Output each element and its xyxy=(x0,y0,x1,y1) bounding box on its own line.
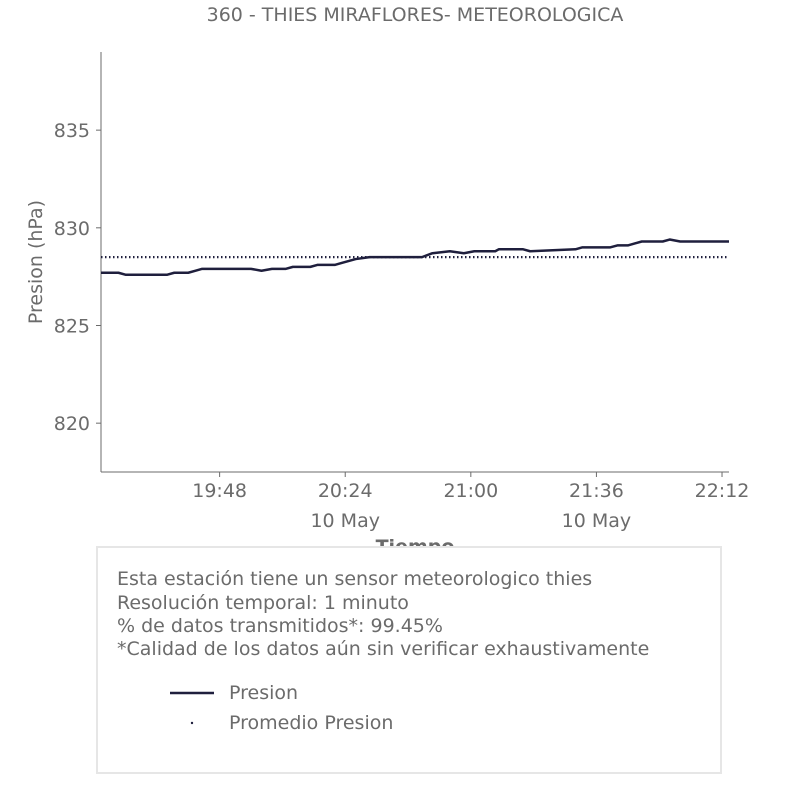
y-axis-ticks: 820 825 830 835 xyxy=(54,120,101,435)
info-box: Esta estación tiene un sensor meteorolog… xyxy=(96,546,722,774)
x-tick-label: 21:00 xyxy=(443,480,498,502)
y-axis-label: Presion (hPa) xyxy=(25,200,47,324)
x-axis-ticks: 19:48 20:24 10 May 21:00 21:36 10 May 22:12 xyxy=(192,472,749,532)
x-tick-label: 21:36 xyxy=(569,480,624,502)
legend-label-promedio-presion: Promedio Presion xyxy=(229,712,394,734)
info-line-sensor: Esta estación tiene un sensor meteorolog… xyxy=(117,568,593,590)
x-tick-date-label: 10 May xyxy=(562,510,632,532)
x-tick-date-label: 10 May xyxy=(310,510,380,532)
x-tick-label: 22:12 xyxy=(695,480,750,502)
legend-dot-swatch xyxy=(190,721,194,725)
chart-title: 360 - THIES MIRAFLORES- METEOROLOGICA xyxy=(207,4,624,26)
series-line-presion xyxy=(101,238,729,276)
legend-line-swatch xyxy=(170,691,214,695)
info-line-quality-note: *Calidad de los datos aún sin verificar … xyxy=(117,638,650,660)
info-line-resolution: Resolución temporal: 1 minuto xyxy=(117,592,409,614)
x-tick-label: 19:48 xyxy=(192,480,247,502)
x-tick-label: 20:24 xyxy=(318,480,373,502)
y-tick-label: 830 xyxy=(54,218,90,240)
y-tick-label: 820 xyxy=(54,413,90,435)
y-tick-label: 835 xyxy=(54,120,90,142)
y-tick-label: 825 xyxy=(54,315,90,337)
info-line-transmitted: % de datos transmitidos*: 99.45% xyxy=(117,615,443,637)
legend-label-presion: Presion xyxy=(229,682,299,704)
data-series xyxy=(101,238,729,276)
axes xyxy=(100,52,729,473)
